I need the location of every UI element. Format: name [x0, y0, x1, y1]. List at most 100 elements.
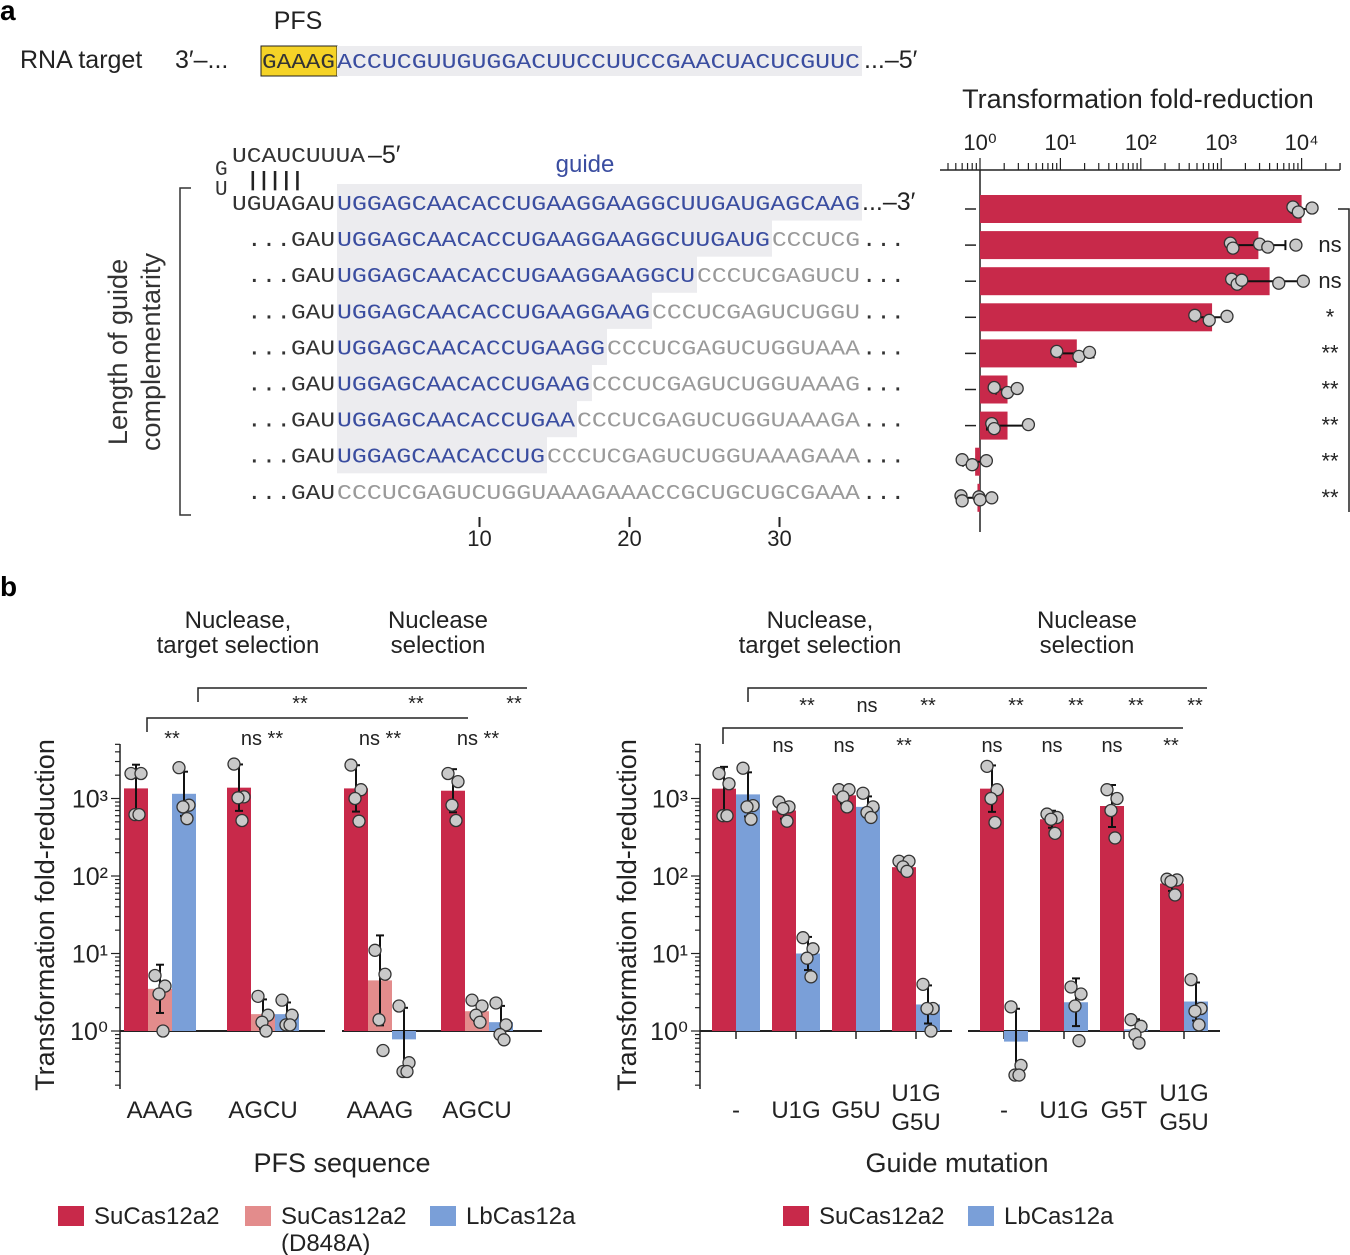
category-label: G5T	[1101, 1097, 1148, 1124]
legend-label: LbCas12a	[1004, 1203, 1114, 1230]
data-point	[980, 759, 994, 773]
match-background	[337, 364, 592, 402]
bar	[980, 231, 1259, 260]
guide-row-mismatch: CCCUCGAGUCUGGUAAAGA	[577, 411, 860, 434]
significance-label: ns	[1101, 735, 1122, 757]
category-label-line: G5U	[891, 1109, 940, 1136]
data-point	[1064, 980, 1078, 994]
category-label-line: -	[732, 1097, 740, 1124]
data-point	[1104, 803, 1118, 818]
data-point	[259, 1024, 273, 1038]
data-point	[400, 1064, 414, 1079]
bar-sucas12a2	[980, 788, 1004, 1031]
guide-row-match: UGGAGCAACACCUGAAGGAAGGCUUGAUGAGCAAG	[337, 194, 860, 217]
guide-rows: UGUAGAU UGGAGCAACACCUGAAGGAAGGCUUGAUGAGCA…	[232, 184, 916, 506]
data-point	[988, 815, 1002, 830]
bar-sucas12a2	[124, 788, 148, 1031]
guide-row-suffix: ...	[862, 411, 905, 434]
data-point	[231, 791, 245, 805]
significance-label: ns **	[457, 728, 499, 750]
x-tick-label: 10¹	[1045, 130, 1077, 155]
data-point	[776, 801, 790, 816]
x-tick-label: 10²	[1125, 130, 1157, 155]
guide-row-mismatch: CCCUCGAGUCUGGUAAAGAAA	[547, 447, 860, 470]
x-tick-label: 10³	[1205, 130, 1237, 155]
guide-row-mismatch: CCCUCGAGUCU	[697, 266, 860, 289]
guide-row-match: UGGAGCAACACCUGAAGG	[337, 338, 605, 361]
bar-sucas12a2	[892, 867, 916, 1031]
category-label-line: G5U	[1159, 1109, 1208, 1136]
bar	[980, 195, 1302, 223]
bar-sucas12a2	[832, 795, 856, 1031]
data-point	[1072, 1034, 1086, 1048]
data-point	[1291, 205, 1305, 219]
category-label: U1G	[771, 1097, 820, 1124]
data-point	[445, 798, 459, 812]
data-point	[235, 813, 249, 828]
guide-row-prefix: ...GAU	[247, 447, 335, 470]
significance-label: **	[1321, 449, 1339, 474]
hairpin-5prime: –5′	[368, 141, 401, 169]
data-point	[1021, 417, 1036, 432]
data-point	[736, 761, 750, 775]
data-point	[987, 421, 1001, 436]
data-point	[973, 493, 987, 507]
data-point	[152, 987, 166, 1001]
guide-row-prefix: ...GAU	[247, 302, 335, 325]
match-background	[337, 436, 547, 474]
guide-row-match: UGGAGCAACACCUGAAGGAAGGCUUGAUG	[337, 230, 770, 253]
data-point	[744, 812, 758, 826]
category-label-line: AGCU	[228, 1097, 297, 1124]
bar-sucas12a2	[712, 788, 736, 1031]
guide-row-suffix: ...	[862, 447, 905, 470]
data-point	[1296, 274, 1310, 288]
category-label: U1G G5U	[1159, 1080, 1208, 1136]
data-point	[1192, 1018, 1206, 1032]
data-point	[1110, 791, 1124, 806]
category-label: AGCU	[228, 1097, 297, 1124]
guide-row-mismatch: CCCUCGAGUCUGGUAAAGAAACCGCUGCUGCGAAA	[337, 483, 860, 506]
category-label: -	[1000, 1097, 1008, 1124]
data-point	[344, 758, 358, 772]
data-point	[1164, 874, 1178, 889]
data-point	[1235, 273, 1249, 287]
category-label-line: U1G	[1039, 1097, 1088, 1124]
data-point	[1289, 238, 1303, 252]
bar	[980, 303, 1213, 332]
guide-row-suffix: ...	[862, 375, 905, 398]
data-point	[1261, 240, 1275, 254]
target-sequence: ACCUCGUUGUGGACUUCCUUCCGAACUACUCGUUC	[337, 52, 860, 75]
data-point	[1050, 344, 1064, 359]
bar-sucas12a2	[441, 790, 465, 1031]
category-label-line: G5T	[1101, 1097, 1148, 1124]
hairpin-g: G	[215, 159, 228, 182]
category-label-line: AAAG	[347, 1097, 414, 1124]
data-point	[176, 800, 190, 814]
data-point	[180, 811, 194, 826]
guide-row-match: UGGAGCAACACCUG	[337, 447, 545, 470]
legend-swatch	[783, 1206, 809, 1226]
data-point	[156, 1024, 170, 1038]
guide-row-suffix: ...	[862, 266, 905, 289]
complementarity-bracket	[179, 187, 191, 516]
category-label-line: U1G	[1159, 1080, 1208, 1107]
guide-row-prefix: UGUAGAU	[232, 194, 335, 217]
significance-label: **	[506, 693, 522, 715]
significance-label: **	[1321, 413, 1339, 438]
subpanel-header: Nuclease	[1037, 607, 1137, 634]
category-label: AAAG	[347, 1097, 414, 1124]
match-background	[337, 220, 772, 257]
legend-label: SuCas12a2	[94, 1203, 219, 1230]
subpanel-header: selection	[1040, 632, 1135, 659]
data-point	[348, 791, 362, 806]
significance-label: **	[799, 695, 815, 717]
position-label-10: 10	[467, 526, 491, 551]
x-tick-label: 10⁴	[1285, 130, 1319, 155]
data-point	[376, 1043, 390, 1058]
category-label: U1G	[1039, 1097, 1088, 1124]
significance-label: **	[1187, 695, 1203, 717]
pfs-sequence-chart: 10⁰ 10¹ 10² 10³ Transformation fold-reductio…	[30, 607, 576, 1255]
data-point	[1074, 987, 1088, 1001]
x-tick-label: 10⁰	[963, 130, 996, 155]
data-point	[172, 761, 186, 775]
